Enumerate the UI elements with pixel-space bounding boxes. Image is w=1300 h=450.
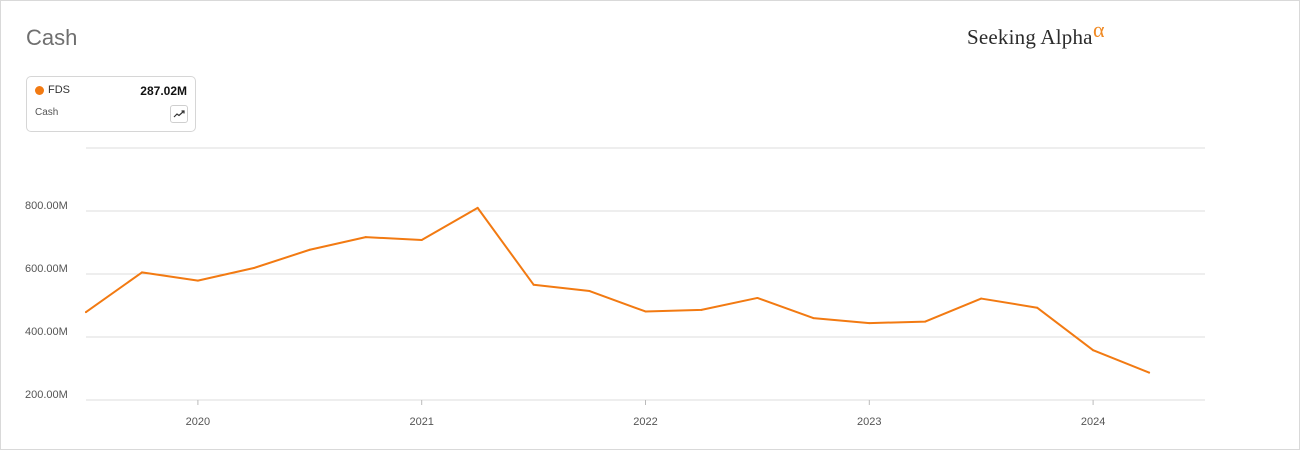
data-point bbox=[588, 290, 591, 293]
data-point bbox=[85, 311, 87, 314]
legend-ticker: FDS bbox=[48, 84, 70, 96]
trend-line-button[interactable] bbox=[170, 105, 188, 123]
data-point bbox=[868, 322, 871, 325]
data-point bbox=[980, 297, 983, 300]
legend-value: 287.02M bbox=[140, 84, 187, 98]
data-point bbox=[308, 248, 311, 251]
data-point bbox=[420, 238, 423, 241]
alpha-icon: α bbox=[1093, 17, 1105, 42]
page-title: Cash bbox=[26, 25, 78, 50]
x-tick-label: 2021 bbox=[409, 416, 433, 428]
y-tick-label: 600.00M bbox=[25, 263, 68, 275]
legend-card[interactable]: FDS 287.02M Cash bbox=[26, 76, 196, 132]
x-tick-label: 2022 bbox=[633, 416, 657, 428]
y-tick-label: 800.00M bbox=[25, 200, 68, 212]
series-color-dot bbox=[35, 86, 44, 95]
x-tick-label: 2020 bbox=[186, 416, 210, 428]
y-tick-label: 200.00M bbox=[25, 389, 68, 401]
data-point bbox=[1092, 349, 1095, 352]
data-point bbox=[252, 267, 255, 270]
data-point bbox=[364, 236, 367, 239]
data-point bbox=[1148, 371, 1151, 374]
series-line-fds bbox=[85, 206, 1151, 374]
data-point bbox=[1036, 306, 1039, 309]
brand-logo: Seeking Alpha α bbox=[967, 17, 1105, 50]
data-point bbox=[812, 317, 815, 320]
data-point bbox=[140, 271, 143, 274]
data-point bbox=[924, 320, 927, 323]
data-point bbox=[196, 279, 199, 282]
data-point bbox=[644, 310, 647, 313]
brand-text: Seeking Alpha bbox=[967, 25, 1093, 49]
data-point bbox=[476, 206, 479, 209]
data-point bbox=[756, 296, 759, 299]
data-point bbox=[532, 283, 535, 286]
x-tick-label: 2023 bbox=[857, 416, 881, 428]
x-tick-label: 2024 bbox=[1081, 416, 1105, 428]
trend-line-icon bbox=[173, 110, 185, 118]
y-tick-label: 400.00M bbox=[25, 326, 68, 338]
legend-metric: Cash bbox=[35, 107, 59, 118]
data-point bbox=[700, 308, 703, 311]
